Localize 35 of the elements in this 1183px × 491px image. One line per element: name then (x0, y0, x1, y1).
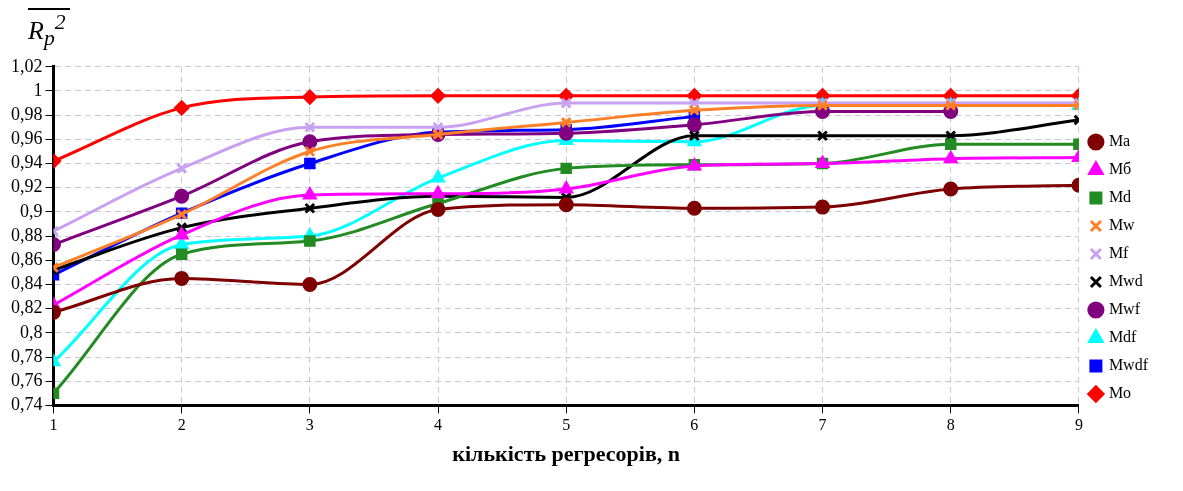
x-tick-label: 4 (434, 416, 443, 434)
y-tick-label: 0,88 (11, 224, 43, 245)
y-tick-label: 0,98 (11, 103, 43, 124)
legend-label: Mб (1108, 160, 1132, 178)
legend-label: Mwdf (1108, 356, 1149, 374)
y-tick-label: 0,74 (11, 394, 43, 415)
y-tick-label: 0,96 (11, 128, 43, 149)
x-tick-label: 9 (1074, 416, 1083, 434)
legend-label: Mwd (1108, 272, 1143, 290)
y-tick-label: 0,84 (11, 273, 43, 294)
y-tick-label: 0,92 (11, 176, 43, 197)
y-tick-label: 0,86 (11, 249, 43, 270)
x-axis-title: кількість регресорів, n (452, 441, 681, 467)
y-tick-label: 0,78 (11, 345, 43, 366)
x-tick-label: 1 (49, 416, 58, 434)
x-tick-label: 2 (177, 416, 186, 434)
x-tick-label: 5 (562, 416, 571, 434)
legend-label: Ma (1108, 132, 1131, 150)
y-tick-label: 0,94 (11, 152, 43, 173)
y-tick-label: 1 (33, 79, 43, 100)
legend-label: Mw (1108, 216, 1136, 234)
y-tick-label: 0,76 (11, 369, 43, 390)
y-tick-label: 0,8 (20, 321, 43, 342)
legend-label: Mwf (1108, 300, 1141, 318)
legend-label: Mf (1108, 244, 1130, 262)
legend-label: Mdf (1108, 328, 1138, 346)
y-tick-label: 1,02 (11, 55, 43, 76)
x-tick-label: 3 (305, 416, 314, 434)
legend-label: Md (1108, 188, 1132, 206)
y-tick-label: 0,9 (20, 200, 43, 221)
x-tick-label: 6 (690, 416, 699, 434)
x-tick-label: 7 (818, 416, 827, 434)
legend-label: Mo (1108, 384, 1132, 402)
x-tick-label: 8 (946, 416, 955, 434)
y-tick-label: 0,82 (11, 297, 43, 318)
